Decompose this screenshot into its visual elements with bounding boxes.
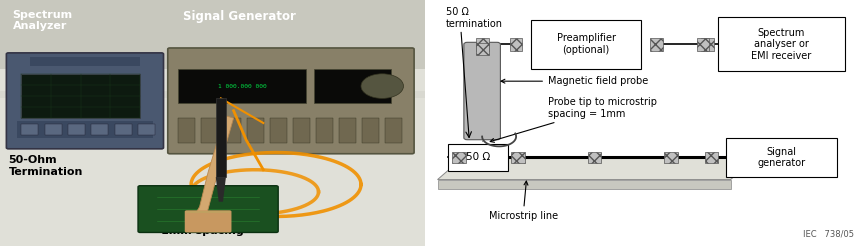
Bar: [511, 152, 525, 163]
Bar: [30, 57, 140, 66]
Text: Microstrip line: Microstrip line: [488, 181, 558, 221]
Bar: [314, 69, 390, 103]
Bar: [21, 124, 39, 135]
Bar: [215, 98, 226, 177]
Bar: [0, 69, 425, 246]
Bar: [704, 152, 718, 163]
Text: 1 000.000 000: 1 000.000 000: [218, 84, 267, 89]
Text: 1mm spacing: 1mm spacing: [161, 226, 245, 236]
Polygon shape: [187, 116, 233, 231]
Bar: [91, 124, 108, 135]
Bar: [475, 37, 488, 51]
Bar: [45, 124, 62, 135]
Bar: [224, 118, 241, 143]
Bar: [384, 118, 402, 143]
Polygon shape: [215, 177, 226, 202]
Bar: [17, 121, 153, 138]
Bar: [0, 91, 425, 98]
Bar: [21, 74, 140, 118]
Bar: [588, 152, 601, 163]
Text: Preamplifier
(optional): Preamplifier (optional): [557, 33, 616, 55]
Bar: [510, 37, 523, 51]
Polygon shape: [438, 180, 731, 189]
Bar: [727, 138, 837, 177]
FancyBboxPatch shape: [184, 210, 232, 232]
Bar: [448, 144, 508, 171]
FancyBboxPatch shape: [138, 186, 278, 232]
Bar: [697, 37, 710, 51]
Text: Signal
generator: Signal generator: [758, 147, 806, 168]
Bar: [293, 118, 310, 143]
Bar: [0, 0, 425, 69]
Bar: [247, 118, 264, 143]
Bar: [650, 37, 662, 51]
Circle shape: [361, 74, 403, 98]
Text: 50 Ω
termination: 50 Ω termination: [446, 7, 503, 29]
Bar: [701, 37, 714, 51]
FancyBboxPatch shape: [168, 48, 414, 154]
Polygon shape: [438, 157, 756, 180]
Text: 50 Ω: 50 Ω: [466, 153, 490, 162]
FancyBboxPatch shape: [6, 53, 164, 149]
Bar: [452, 152, 466, 163]
Bar: [202, 118, 218, 143]
Bar: [178, 118, 196, 143]
Text: Spectrum
analyser or
EMI receiver: Spectrum analyser or EMI receiver: [752, 28, 812, 61]
Text: IEC   738/05: IEC 738/05: [803, 230, 854, 239]
Bar: [664, 152, 678, 163]
Bar: [362, 118, 379, 143]
Text: Signal Generator: Signal Generator: [183, 10, 295, 23]
Text: Magnetic field probe: Magnetic field probe: [501, 76, 648, 86]
Bar: [316, 118, 333, 143]
Bar: [270, 118, 287, 143]
FancyBboxPatch shape: [464, 42, 500, 140]
Bar: [115, 124, 131, 135]
Bar: [718, 17, 845, 71]
Bar: [138, 124, 155, 135]
Bar: [475, 43, 488, 55]
Bar: [339, 118, 356, 143]
Text: Spectrum
Analyzer: Spectrum Analyzer: [13, 10, 73, 31]
Text: 50-Ohm
Termination: 50-Ohm Termination: [9, 155, 83, 177]
Text: Probe tip to microstrip
spacing = 1mm: Probe tip to microstrip spacing = 1mm: [490, 97, 657, 142]
Bar: [178, 69, 305, 103]
Bar: [68, 124, 85, 135]
Bar: [531, 20, 642, 69]
